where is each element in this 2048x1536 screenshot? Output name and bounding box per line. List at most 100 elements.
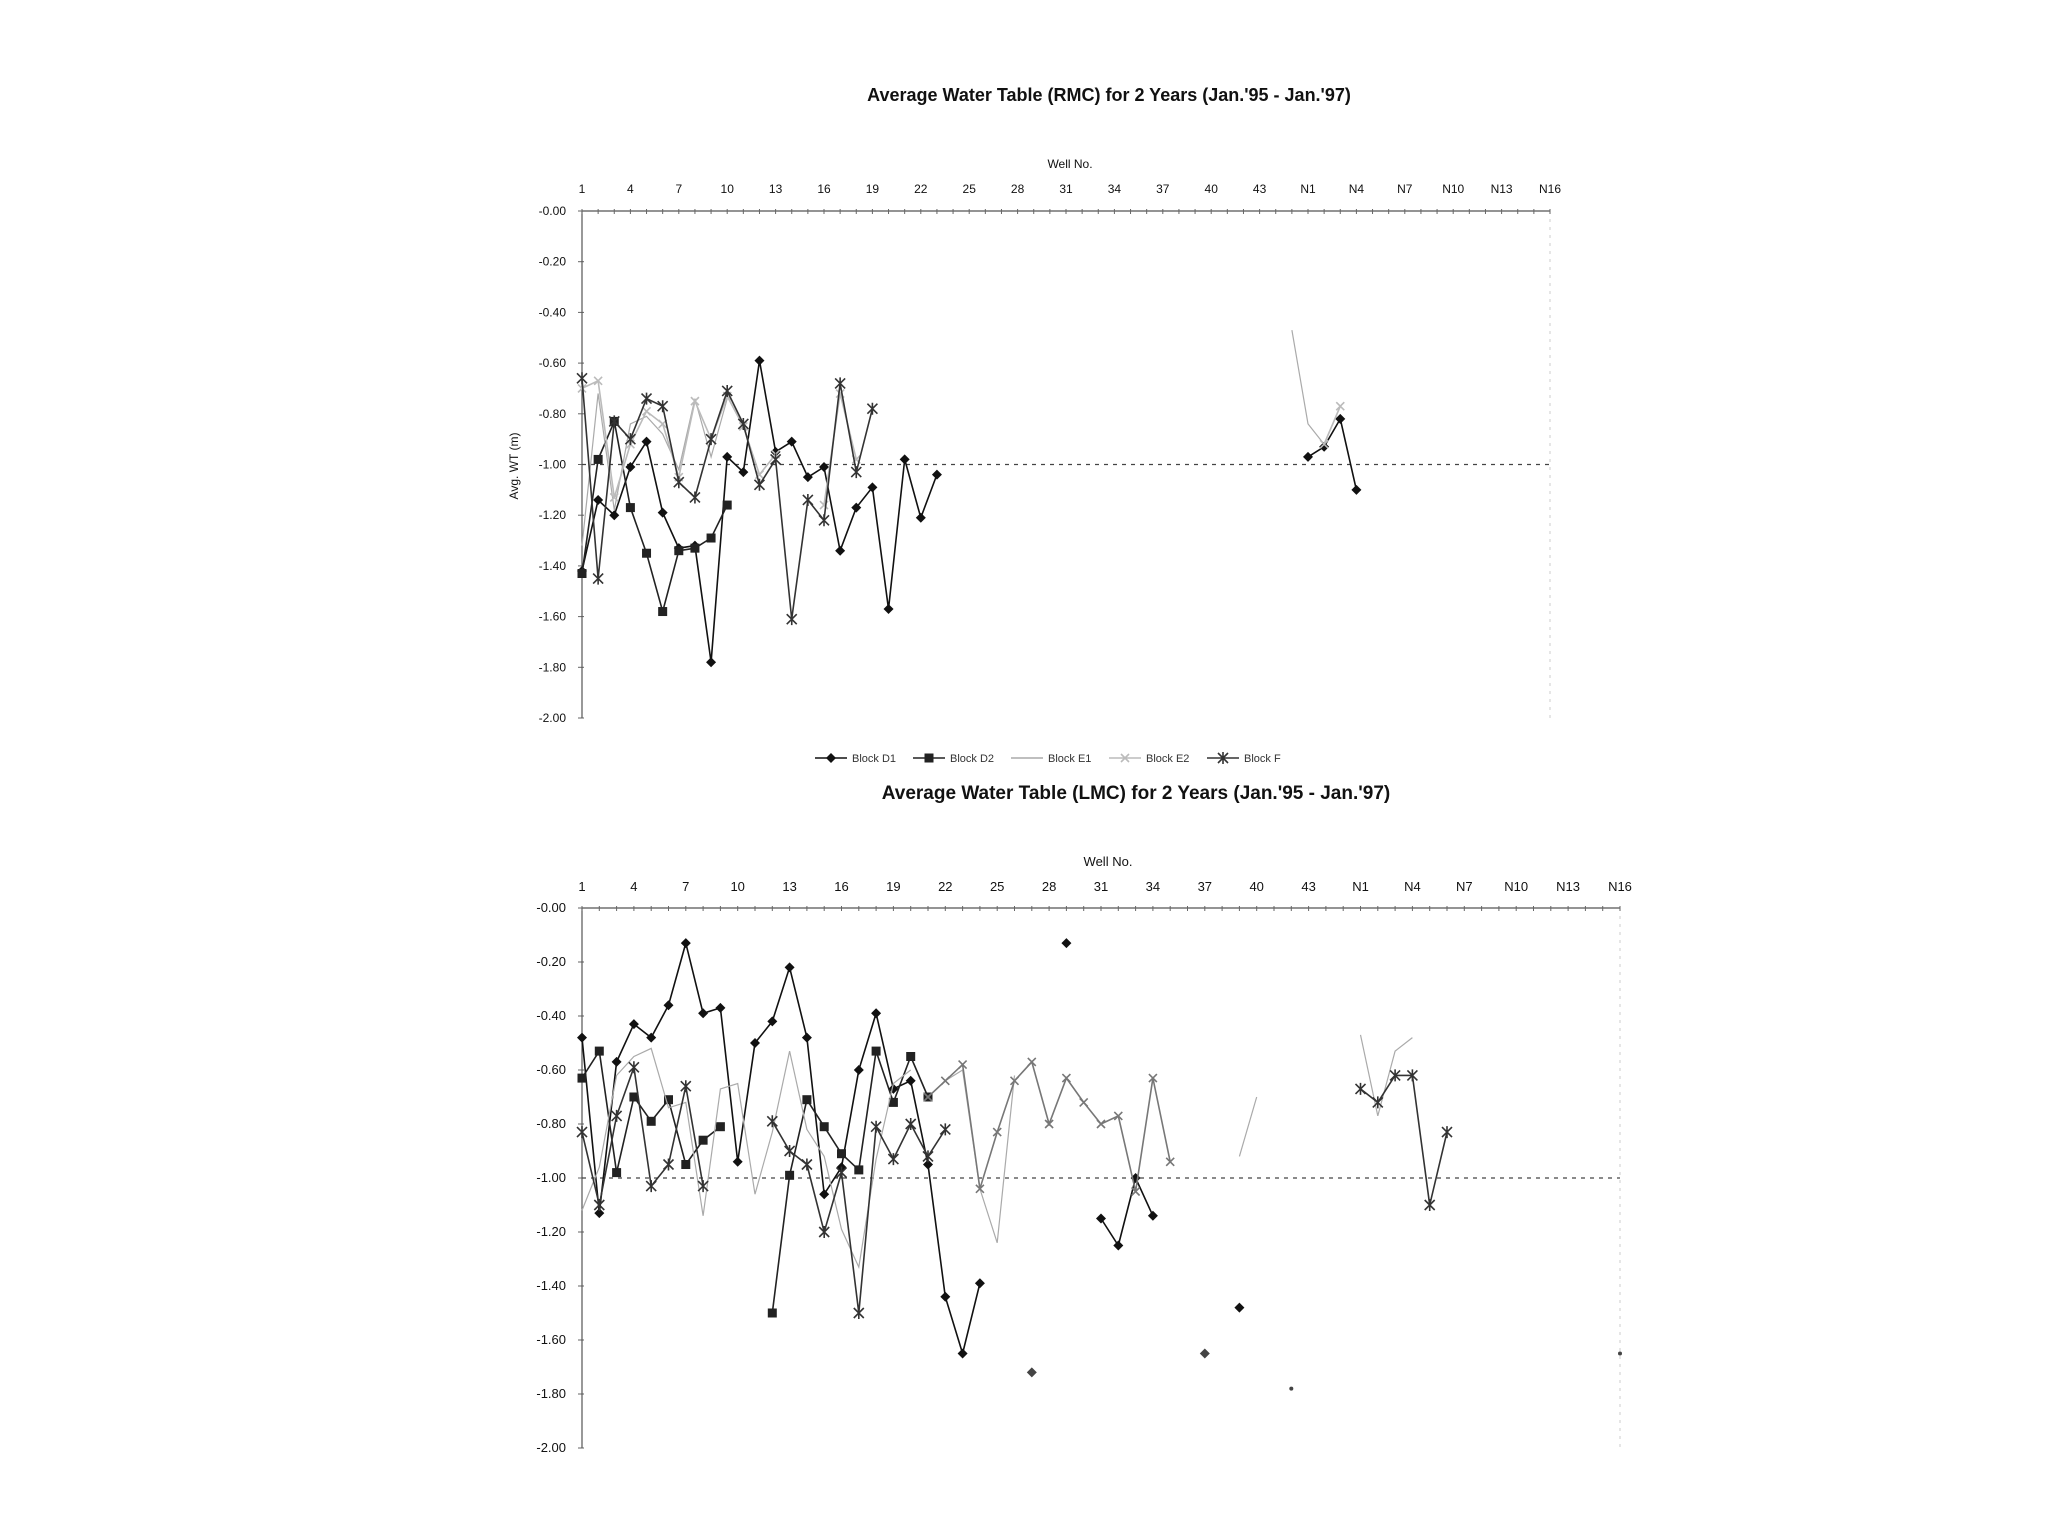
series-group xyxy=(576,938,1622,1391)
data-point xyxy=(628,1019,639,1030)
data-point xyxy=(1131,1186,1141,1197)
x-tick-label: N4 xyxy=(1349,182,1365,196)
data-point xyxy=(722,500,732,510)
data-point xyxy=(706,657,717,668)
data-point xyxy=(593,376,603,386)
data-point xyxy=(866,402,878,415)
y-tick-label: -1.40 xyxy=(539,559,567,573)
y-tick-label: -2.00 xyxy=(536,1440,566,1455)
x-tick-label: 13 xyxy=(769,182,783,196)
y-tick-label: -1.40 xyxy=(536,1278,566,1293)
data-point xyxy=(680,938,691,949)
series-2 xyxy=(577,1046,933,1318)
y-tick-label: -1.00 xyxy=(539,458,567,472)
data-point xyxy=(721,384,733,397)
data-point xyxy=(915,512,926,523)
data-point xyxy=(1113,1111,1123,1121)
data-point xyxy=(784,962,795,973)
x-tick-label: N7 xyxy=(1456,879,1473,894)
data-point xyxy=(690,396,700,406)
series-line xyxy=(771,1050,929,1314)
data-point xyxy=(786,436,797,447)
y-tick-label: -1.20 xyxy=(539,508,567,522)
data-point xyxy=(750,1038,760,1048)
y-tick-label: -0.40 xyxy=(536,1008,566,1023)
data-point xyxy=(958,1060,968,1070)
legend-item: Block F xyxy=(1207,752,1281,765)
data-point xyxy=(767,1308,777,1318)
data-point xyxy=(851,502,862,513)
legend-label: Block E1 xyxy=(1048,753,1091,765)
series-3 xyxy=(581,329,1341,546)
data-point xyxy=(593,1199,605,1211)
data-point xyxy=(819,1122,829,1132)
data-point xyxy=(1044,1119,1054,1129)
y-tick-label: -0.00 xyxy=(536,900,566,915)
data-point xyxy=(737,417,749,430)
data-point xyxy=(802,493,814,506)
data-point xyxy=(905,1118,917,1130)
legend-item: Block D2 xyxy=(913,753,994,765)
legend-label: Block F xyxy=(1244,753,1281,765)
data-point xyxy=(624,433,636,446)
data-point xyxy=(611,1056,622,1067)
data-point xyxy=(1079,1097,1089,1107)
x-tick-label: N10 xyxy=(1504,879,1528,894)
x-tick-label: 31 xyxy=(1059,182,1073,196)
data-point xyxy=(940,1076,950,1086)
data-point xyxy=(853,1307,865,1319)
chart-title: Average Water Table (LMC) for 2 Years (J… xyxy=(882,783,1391,804)
data-point xyxy=(883,603,894,614)
data-point xyxy=(628,1061,640,1074)
data-point xyxy=(870,1120,882,1133)
series-line xyxy=(1323,405,1342,445)
x-tick-label: N1 xyxy=(1300,182,1316,196)
legend-item: Block E1 xyxy=(1011,753,1091,765)
y-tick-label: -0.00 xyxy=(539,204,567,218)
data-point xyxy=(611,1109,623,1122)
data-point xyxy=(802,472,813,483)
x-tick-label: 4 xyxy=(627,182,634,196)
data-point xyxy=(853,1065,864,1075)
x-tick-label: 28 xyxy=(1011,182,1025,196)
data-point xyxy=(922,1150,934,1163)
series-3 xyxy=(581,1034,1413,1270)
data-point xyxy=(592,572,604,585)
data-point xyxy=(594,1046,604,1056)
series-line xyxy=(944,1069,1016,1243)
data-point xyxy=(657,400,669,413)
data-point xyxy=(801,1158,813,1171)
data-point xyxy=(689,491,701,504)
data-point xyxy=(754,355,765,366)
x-tick-label: 19 xyxy=(886,879,900,894)
x-tick-label: N7 xyxy=(1397,182,1413,196)
data-point xyxy=(802,1095,812,1105)
series-5 xyxy=(576,1061,1453,1319)
data-point xyxy=(835,545,846,556)
data-point xyxy=(645,1180,657,1193)
x-tick-label: 34 xyxy=(1146,879,1160,894)
x-tick-label: 4 xyxy=(630,879,637,894)
series-4 xyxy=(577,376,1345,510)
chart-lmc: Average Water Table (LMC) for 2 Years (J… xyxy=(536,783,1632,1455)
x-tick-label: 22 xyxy=(914,182,928,196)
data-point xyxy=(625,503,635,513)
data-point xyxy=(939,1123,951,1136)
data-point xyxy=(1096,1213,1106,1224)
y-tick-labels: -0.00 -0.20 -0.40 -0.60 -0.80 -1.00 -1.20 -1.40… xyxy=(536,900,584,1455)
x-tick-label: 43 xyxy=(1253,182,1267,196)
y-tick-label: -0.80 xyxy=(536,1116,566,1131)
data-point xyxy=(1354,1082,1367,1095)
data-point xyxy=(642,548,652,558)
data-point xyxy=(1303,451,1313,462)
series-line xyxy=(927,1060,1171,1192)
data-point xyxy=(698,1135,708,1145)
x-tick-label: 28 xyxy=(1042,879,1056,894)
series-group xyxy=(576,329,1362,668)
data-point xyxy=(1289,1386,1294,1391)
legend-marker xyxy=(1217,752,1229,764)
data-point xyxy=(577,1073,587,1083)
data-point xyxy=(1234,1302,1245,1313)
data-point xyxy=(767,1016,778,1027)
x-tick-label: 10 xyxy=(721,182,735,196)
